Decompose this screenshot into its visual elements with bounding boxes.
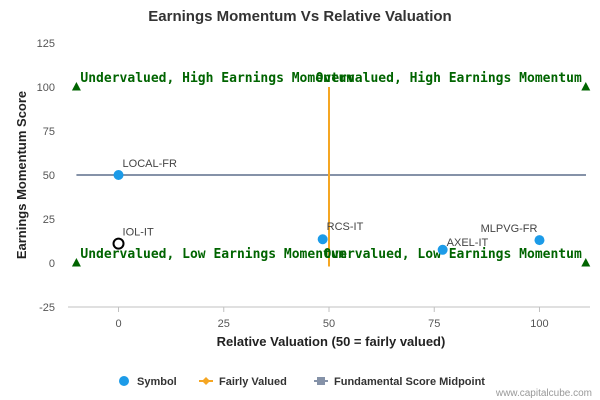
quadrant-marker-triangle — [71, 82, 81, 91]
legend: Symbol Fairly Valued Fundamental Score Mid… — [119, 376, 485, 388]
x-tick-label: 50 — [323, 318, 335, 330]
source-credit: www.capitalcube.com — [495, 388, 592, 399]
quadrant-label: Overvalued, Low Earnings Momentum — [324, 247, 582, 262]
data-point — [317, 234, 328, 245]
x-axis-label: Relative Valuation (50 = fairly valued) — [217, 334, 446, 349]
quadrant-label: Undervalued, Low Earnings Momentum — [80, 247, 346, 262]
x-tick-label: 0 — [115, 318, 121, 330]
data-point-label: LOCAL-FR — [123, 158, 177, 170]
data-point — [534, 235, 545, 246]
y-tick-label: 0 — [49, 258, 55, 270]
y-axis-label: Earnings Momentum Score — [14, 91, 29, 259]
y-tick-label: -25 — [39, 302, 55, 314]
y-tick-label: 125 — [37, 38, 55, 50]
legend-fairly-valued-marker — [202, 377, 210, 385]
data-point-label: IOL-IT — [123, 227, 154, 239]
data-point-label: MLPVG-FR — [481, 223, 538, 235]
y-tick-label: 75 — [43, 126, 55, 138]
chart-title: Earnings Momentum Vs Relative Valuation — [148, 8, 451, 25]
legend-item-label: Fundamental Score Midpoint — [334, 376, 485, 388]
quadrant-label: Undervalued, High Earnings Momentum — [80, 71, 354, 86]
x-tick-label: 75 — [428, 318, 440, 330]
plot-area: -25 0 25 50 75 100 125 0 25 50 75 100 Undervalued, H… — [37, 38, 591, 330]
legend-midpoint-marker — [317, 377, 325, 385]
data-point — [113, 170, 124, 180]
legend-item-label: Symbol — [137, 376, 177, 388]
y-tick-label: 25 — [43, 214, 55, 226]
quadrant-marker-triangle — [581, 258, 591, 267]
quadrant-marker-triangle — [71, 258, 81, 267]
quadrant-marker-triangle — [581, 82, 591, 91]
data-point-label: RCS-IT — [327, 221, 364, 233]
legend-item-label: Fairly Valued — [219, 376, 287, 388]
quadrant-label: Overvalued, High Earnings Momentum — [316, 71, 582, 86]
data-point-hollow — [112, 237, 125, 250]
x-tick-label: 100 — [530, 318, 548, 330]
legend-symbol-marker — [119, 376, 129, 386]
x-tick-label: 25 — [218, 318, 230, 330]
y-tick-label: 50 — [43, 170, 55, 182]
data-point-label: AXEL-IT — [447, 237, 489, 249]
data-point — [437, 244, 448, 255]
y-tick-label: 100 — [37, 82, 55, 94]
